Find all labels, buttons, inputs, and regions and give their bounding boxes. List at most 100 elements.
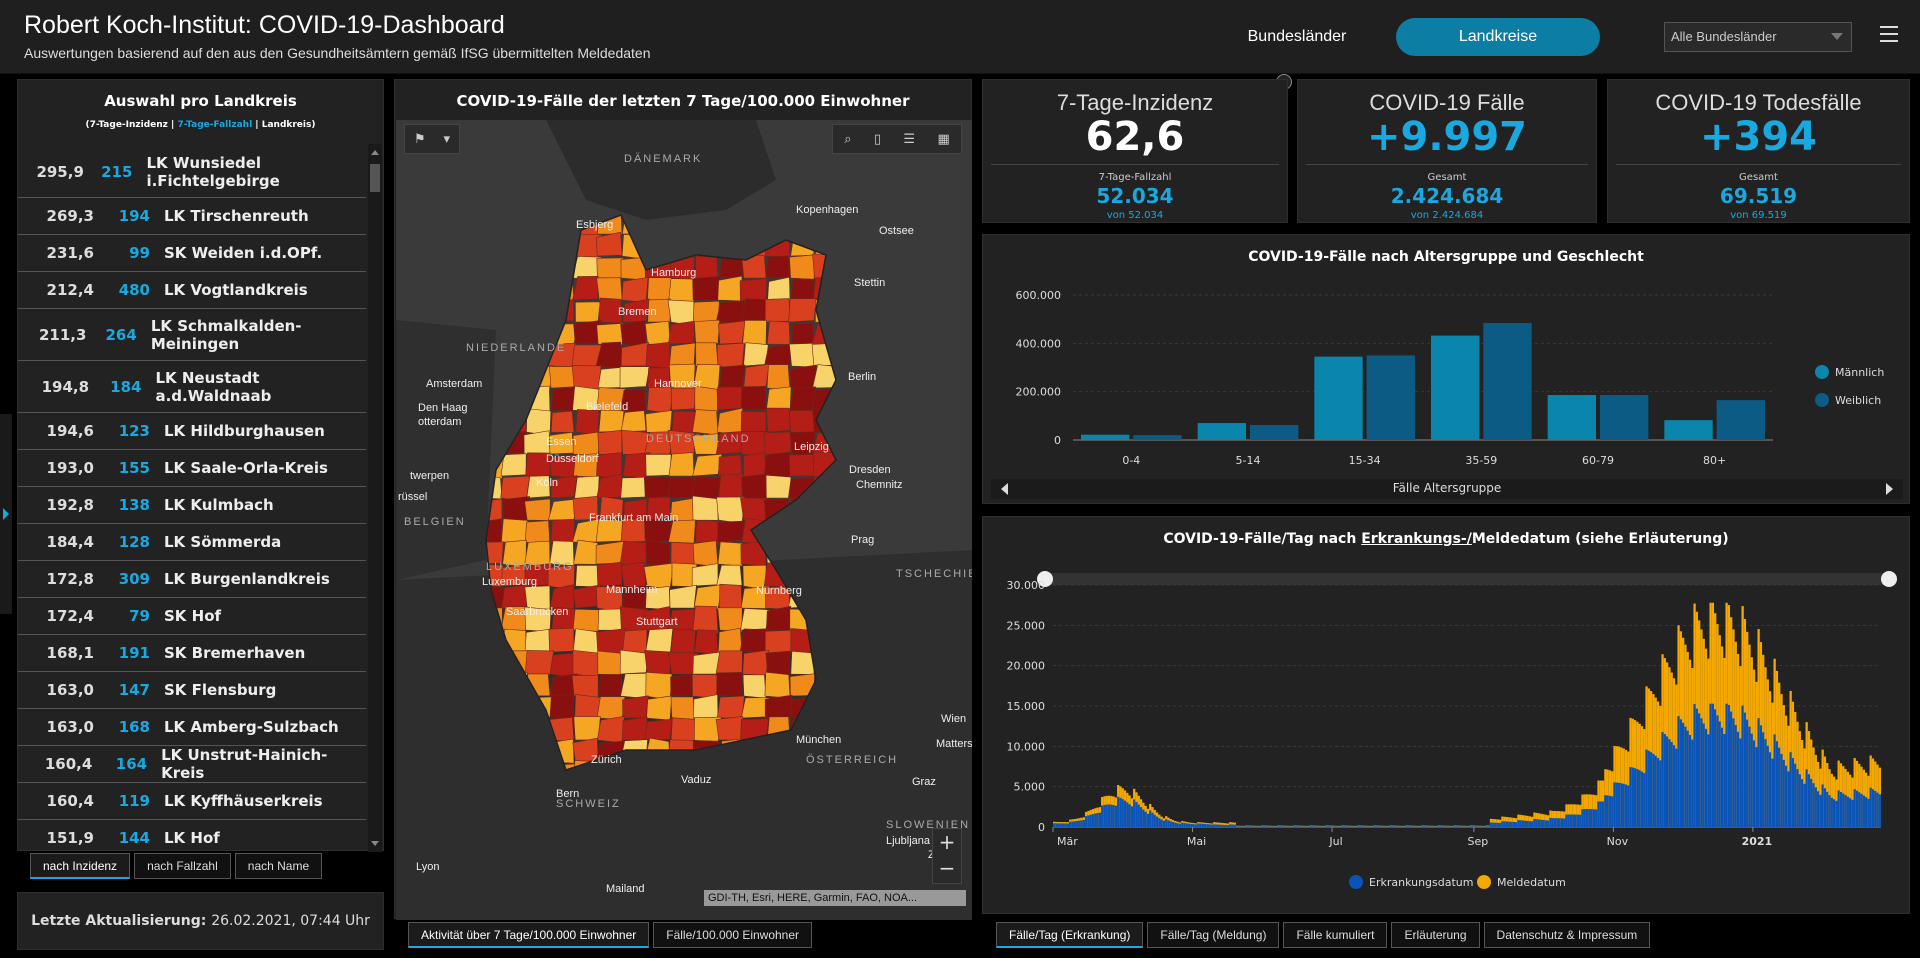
district-row[interactable]: 151,9 144 LK Hof bbox=[18, 820, 366, 848]
map-canvas[interactable]: DÄNEMARK Kopenhagen Esbjerg Ostsee Hamburg St… bbox=[396, 120, 972, 920]
tab-ltabs-0[interactable]: nach Inzidenz bbox=[30, 853, 131, 879]
district-row[interactable]: 269,3 194 LK Tirschenreuth bbox=[18, 198, 366, 235]
daily-chart-canvas[interactable]: 0 5.000 10.000 15.000 20.000 25.000 30.000 Mär M… bbox=[983, 517, 1911, 915]
map-district-region bbox=[486, 541, 504, 565]
age-bar[interactable] bbox=[1600, 395, 1649, 440]
range-slider-handle[interactable] bbox=[1037, 571, 1053, 587]
zoom-out-button[interactable]: − bbox=[938, 856, 956, 880]
map-district-region bbox=[764, 343, 791, 367]
map-bookmark-icon[interactable]: ▯ bbox=[873, 131, 882, 147]
district-row[interactable]: 160,4 119 LK Kyffhäuserkreis bbox=[18, 783, 366, 820]
daily-xtick: Mai bbox=[1187, 835, 1206, 848]
district-row[interactable]: 168,1 191 SK Bremerhaven bbox=[18, 635, 366, 672]
daily-bar-onset bbox=[1691, 739, 1694, 827]
daily-bar-onset bbox=[1286, 826, 1289, 827]
map-district-region bbox=[670, 541, 698, 567]
scroll-thumb[interactable] bbox=[370, 164, 380, 192]
tab-ctabs-2[interactable]: Fälle kumuliert bbox=[1283, 922, 1388, 948]
tab-mtabs-1[interactable]: Fälle/100.000 Einwohner bbox=[653, 922, 813, 948]
daily-bar-onset bbox=[1469, 826, 1472, 827]
incidence-map[interactable]: DÄNEMARK Kopenhagen Esbjerg Ostsee Hamburg St… bbox=[396, 120, 972, 920]
daily-bar-onset bbox=[1110, 804, 1113, 827]
daily-bar-onset bbox=[1682, 722, 1685, 827]
district-row[interactable]: 194,8 184 LK Neustadt a.d.Waldnaab bbox=[18, 361, 366, 413]
map-district-region bbox=[549, 673, 578, 700]
district-row[interactable]: 192,8 138 LK Kulmbach bbox=[18, 487, 366, 524]
district-row[interactable]: 172,8 309 LK Burgenlandkreis bbox=[18, 561, 366, 598]
district-row[interactable]: 231,6 99 SK Weiden i.d.OPf. bbox=[18, 235, 366, 272]
scroll-down-icon[interactable] bbox=[371, 841, 379, 846]
daily-bar-onset bbox=[1832, 799, 1836, 827]
scroll-up-icon[interactable] bbox=[371, 150, 379, 155]
map-district-region bbox=[740, 586, 767, 609]
map-legend-icon[interactable]: ☰ bbox=[903, 131, 916, 147]
age-bar[interactable] bbox=[1716, 400, 1765, 440]
chevron-left-icon[interactable] bbox=[1001, 483, 1008, 495]
daily-bar-onset bbox=[1242, 826, 1246, 827]
district-row[interactable]: 295,9 215 LK Wunsiedel i.Fichtelgebirge bbox=[18, 146, 366, 198]
range-slider-handle[interactable] bbox=[1881, 571, 1897, 587]
states-button[interactable]: Bundesländer bbox=[1247, 28, 1347, 45]
age-bar[interactable] bbox=[1133, 435, 1182, 440]
tab-ctabs-4[interactable]: Datenschutz & Impressum bbox=[1483, 922, 1651, 948]
state-select[interactable]: Alle Bundesländer bbox=[1664, 22, 1852, 52]
district-row[interactable]: 160,4 164 LK Unstrut-Hainich-Kreis bbox=[18, 746, 366, 783]
district-list[interactable]: 295,9 215 LK Wunsiedel i.Fichtelgebirge 269… bbox=[18, 146, 366, 848]
age-bar[interactable] bbox=[1197, 423, 1246, 440]
district-row[interactable]: 193,0 155 LK Saale-Orla-Kreis bbox=[18, 450, 366, 487]
age-bar[interactable] bbox=[1081, 434, 1130, 440]
chevron-right-icon[interactable] bbox=[1886, 483, 1893, 495]
age-bar[interactable] bbox=[1483, 323, 1532, 440]
daily-title-link[interactable]: Erkrankungs-/ bbox=[1361, 531, 1472, 547]
map-search-icon[interactable]: ⌕ bbox=[844, 131, 852, 147]
tab-mtabs-0[interactable]: Aktivität über 7 Tage/100.000 Einwohner bbox=[408, 922, 650, 948]
daily-bar-onset bbox=[1704, 728, 1708, 827]
hamburger-menu-icon[interactable] bbox=[1880, 26, 1898, 42]
zoom-in-button[interactable]: + bbox=[938, 830, 956, 854]
map-district-region bbox=[620, 672, 650, 699]
age-chart-canvas: 0 200.000 400.000 600.000 0-4 5-14 15-34 35-59 6… bbox=[1016, 289, 1773, 467]
map-district-region bbox=[621, 277, 649, 303]
districts-button[interactable]: Landkreise bbox=[1396, 18, 1600, 56]
age-bar[interactable] bbox=[1314, 356, 1363, 440]
age-bar[interactable] bbox=[1250, 425, 1299, 440]
age-bar[interactable] bbox=[1366, 355, 1415, 440]
map-layers-icon[interactable]: ⚑ bbox=[413, 131, 426, 147]
range-slider-track[interactable] bbox=[1045, 573, 1889, 585]
tab-ctabs-0[interactable]: Fälle/Tag (Erkrankung) bbox=[996, 922, 1144, 948]
district-row[interactable]: 212,4 480 LK Vogtlandkreis bbox=[18, 272, 366, 309]
legend-report-swatch bbox=[1477, 875, 1491, 889]
district-row[interactable]: 172,4 79 SK Hof bbox=[18, 598, 366, 635]
age-bar[interactable] bbox=[1547, 395, 1596, 440]
district-row[interactable]: 184,4 128 LK Sömmerda bbox=[18, 524, 366, 561]
age-bar[interactable] bbox=[1431, 335, 1480, 440]
map-layer-tool[interactable]: ⚑ ▾ bbox=[404, 124, 460, 154]
daily-bar-onset bbox=[1190, 823, 1193, 827]
daily-bar-onset bbox=[1091, 814, 1095, 827]
side-panel-toggle[interactable] bbox=[0, 414, 12, 614]
daily-bar-onset bbox=[1780, 753, 1783, 827]
daily-bar-onset bbox=[1595, 809, 1598, 827]
district-row[interactable]: 194,6 123 LK Hildburghausen bbox=[18, 413, 366, 450]
district-list-scrollbar[interactable] bbox=[368, 144, 382, 852]
age-bar[interactable] bbox=[1664, 420, 1713, 440]
tab-ctabs-3[interactable]: Erläuterung bbox=[1391, 922, 1480, 948]
daily-bar-onset bbox=[1519, 820, 1522, 827]
map-district-region bbox=[550, 518, 575, 546]
map-place-label: Köln bbox=[536, 477, 558, 489]
map-basemap-icon[interactable]: ▦ bbox=[937, 131, 950, 147]
district-row[interactable]: 163,0 168 LK Amberg-Sulzbach bbox=[18, 709, 366, 746]
tab-ltabs-1[interactable]: nach Fallzahl bbox=[134, 853, 231, 879]
tab-ctabs-1[interactable]: Fälle/Tag (Meldung) bbox=[1147, 922, 1280, 948]
daily-bar-onset bbox=[1549, 817, 1552, 827]
daily-bar-onset bbox=[1604, 795, 1607, 827]
map-dropdown-icon[interactable]: ▾ bbox=[443, 131, 451, 147]
district-row[interactable]: 211,3 264 LK Schmalkalden-Meiningen bbox=[18, 309, 366, 361]
daily-bar-onset bbox=[1062, 823, 1065, 827]
tab-ltabs-2[interactable]: nach Name bbox=[234, 853, 323, 879]
daily-bar-onset bbox=[1341, 826, 1344, 827]
map-place-label: München bbox=[796, 734, 841, 746]
daily-bar-onset bbox=[1139, 807, 1143, 827]
district-row[interactable]: 163,0 147 SK Flensburg bbox=[18, 672, 366, 709]
daily-bar-onset bbox=[1199, 823, 1202, 827]
